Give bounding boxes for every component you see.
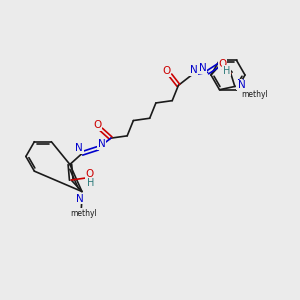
Text: O: O (218, 59, 226, 69)
Text: O: O (85, 169, 93, 179)
Text: N: N (237, 80, 245, 89)
Text: H: H (87, 178, 94, 188)
Text: N: N (98, 139, 106, 149)
Text: N: N (190, 65, 197, 75)
Text: methyl: methyl (70, 208, 97, 217)
Text: N: N (76, 194, 84, 203)
Text: O: O (93, 120, 101, 130)
Text: H: H (223, 66, 230, 76)
Text: methyl: methyl (241, 90, 268, 99)
Text: N: N (75, 143, 83, 153)
Text: N: N (199, 63, 206, 73)
Text: N: N (238, 80, 246, 91)
Text: O: O (162, 66, 170, 76)
